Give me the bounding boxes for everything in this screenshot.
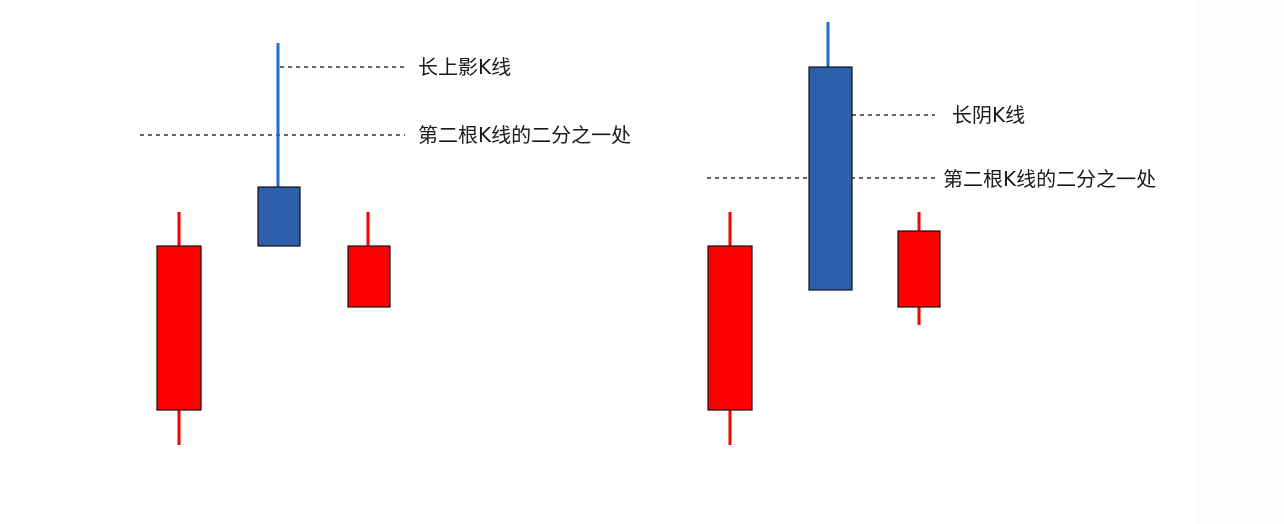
left-candle-first (156, 212, 202, 445)
right-candle-third (897, 212, 941, 325)
left-candle-third-body (347, 245, 391, 308)
right-edge-strip (1196, 0, 1284, 524)
right-label-half-line: 第二根K线的二分之一处 (943, 167, 1157, 191)
left-label-half-line: 第二根K线的二分之一处 (418, 123, 632, 147)
right-panel (707, 22, 941, 445)
right-candle-first (707, 212, 753, 445)
right-candle-second-body (808, 66, 853, 291)
right-candle-first-body (707, 245, 753, 411)
right-candle-third-body (897, 230, 941, 308)
right-label-long-bearish: 长阴K线 (952, 103, 1026, 127)
left-candle-second-body (257, 186, 301, 247)
left-label-upper-shadow: 长上影K线 (418, 55, 512, 79)
diagram-canvas: 长上影K线 第二根K线的二分之一处 长阴K线 第二根K线的二分之一处 (140, 22, 1157, 445)
candlestick-svg (140, 22, 941, 445)
left-candle-third (347, 212, 391, 308)
left-candle-first-body (156, 245, 202, 411)
right-candle-second (808, 22, 853, 291)
left-panel (140, 43, 405, 445)
left-candle-second (257, 43, 301, 247)
